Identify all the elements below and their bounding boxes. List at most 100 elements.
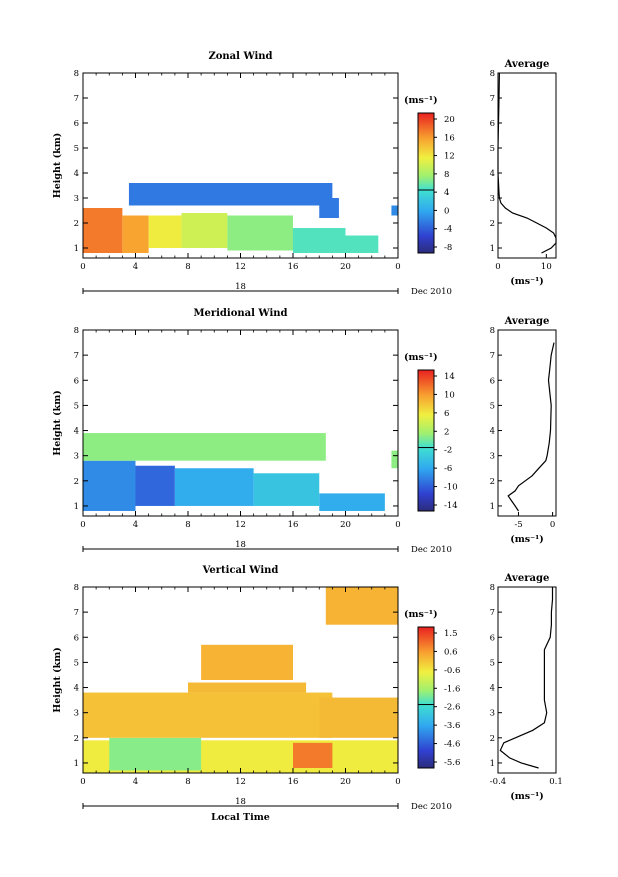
y-tick-label: 1 xyxy=(74,502,79,512)
colorbar-tick-label: -2 xyxy=(444,446,452,456)
average-frame xyxy=(497,72,557,259)
y-tick-label: 8 xyxy=(74,326,79,336)
y-tick-label: 4 xyxy=(74,169,79,179)
average-y-tick-label: 6 xyxy=(490,376,495,386)
colorbar-tick-label: 10 xyxy=(444,390,455,400)
colorbar-tick-label: 0.6 xyxy=(444,647,458,657)
x-axis-label: Local Time xyxy=(211,812,270,823)
y-axis-label: Height (km) xyxy=(52,390,63,456)
x-tick-label: 0 xyxy=(80,262,85,272)
average-frame xyxy=(497,586,557,774)
average-y-tick-label: 6 xyxy=(490,119,495,129)
heatmap-cell-1 xyxy=(122,215,149,253)
y-tick-label: 4 xyxy=(74,427,79,437)
average-y-tick-label: 6 xyxy=(490,633,495,643)
colorbar-tick-label: -5.6 xyxy=(444,758,460,768)
y-tick-label: 2 xyxy=(74,477,79,487)
average-y-tick-label: 7 xyxy=(490,351,495,361)
heatmap-cells xyxy=(83,183,398,253)
y-tick-label: 6 xyxy=(74,119,79,129)
x-tick-label: 4 xyxy=(133,777,138,787)
day-label: 18 xyxy=(235,282,246,292)
colorbar-tick-label: 16 xyxy=(444,133,455,143)
y-tick-label: 6 xyxy=(74,376,79,386)
colorbar-tick-label: -4.6 xyxy=(444,740,460,750)
x-tick-label: 0 xyxy=(80,777,85,787)
average-y-tick-label: 3 xyxy=(490,709,495,719)
heatmap-cell-6 xyxy=(345,235,379,253)
average-y-tick-label: 8 xyxy=(490,69,495,79)
average-y-tick-label: 2 xyxy=(490,219,495,229)
x-tick-label: 8 xyxy=(185,262,190,272)
average-x-tick-label: 0.1 xyxy=(549,777,563,787)
heatmap-cells xyxy=(83,433,398,511)
y-tick-label: 4 xyxy=(74,684,79,694)
date-label: Dec 2010 xyxy=(411,287,452,297)
heatmap-cell-4 xyxy=(227,215,293,251)
average-y-tick-label: 2 xyxy=(490,477,495,487)
colorbar xyxy=(417,369,435,512)
average-y-tick-label: 5 xyxy=(490,658,495,668)
y-tick-label: 5 xyxy=(74,658,79,668)
colorbar-tick-label: -4 xyxy=(444,225,452,235)
x-tick-label: 20 xyxy=(340,262,351,272)
y-tick-label: 2 xyxy=(74,734,79,744)
heatmap-cell-5 xyxy=(293,228,346,253)
average-x-tick-label: -5 xyxy=(514,520,522,530)
colorbar-unit: (ms⁻¹) xyxy=(404,95,438,106)
heatmap-cell-8 xyxy=(319,198,339,218)
y-tick-label: 1 xyxy=(74,759,79,769)
heatmap-cell-6 xyxy=(201,644,293,680)
y-tick-label: 5 xyxy=(74,144,79,154)
heatmap-cell-1 xyxy=(135,465,175,506)
x-tick-label: 8 xyxy=(185,520,190,530)
average-unit: (ms⁻¹) xyxy=(510,534,544,545)
x-tick-label: 0 xyxy=(395,520,400,530)
average-y-tick-label: 5 xyxy=(490,144,495,154)
x-tick-label: 20 xyxy=(340,520,351,530)
average-title: Average xyxy=(504,59,550,70)
colorbar-tick-label: 0 xyxy=(444,206,449,216)
x-tick-label: 16 xyxy=(288,777,299,787)
average-x-tick-label: 10 xyxy=(541,262,552,272)
average-y-tick-label: 2 xyxy=(490,734,495,744)
y-tick-label: 7 xyxy=(74,351,79,361)
colorbar-tick-label: -2.6 xyxy=(444,703,460,713)
x-tick-label: 16 xyxy=(288,520,299,530)
heatmap-cell-2 xyxy=(174,468,254,506)
y-tick-label: 8 xyxy=(74,583,79,593)
colorbar-tick-label: -6 xyxy=(444,464,452,474)
average-profile-line xyxy=(507,342,555,512)
colorbar-tick-label: -0.6 xyxy=(444,666,460,676)
heatmap-cell-3 xyxy=(181,213,228,248)
heatmap-cell-7 xyxy=(128,183,333,206)
colorbar-tick-label: 4 xyxy=(444,188,449,198)
x-tick-label: 4 xyxy=(133,262,138,272)
colorbar-tick-label: 20 xyxy=(444,115,455,125)
average-y-tick-label: 7 xyxy=(490,94,495,104)
y-tick-label: 2 xyxy=(74,219,79,229)
day-label: 18 xyxy=(235,797,246,807)
colorbar-tick-label: 14 xyxy=(444,372,455,382)
average-y-tick-label: 5 xyxy=(490,401,495,411)
y-tick-label: 8 xyxy=(74,69,79,79)
colorbar-tick-label: -10 xyxy=(444,483,458,493)
chart-title: Zonal Wind xyxy=(208,51,272,62)
average-y-tick-label: 3 xyxy=(490,452,495,462)
average-y-tick-label: 4 xyxy=(490,169,495,179)
y-tick-label: 6 xyxy=(74,633,79,643)
average-y-tick-label: 7 xyxy=(490,608,495,618)
y-axis-label: Height (km) xyxy=(52,647,63,713)
average-y-tick-label: 1 xyxy=(490,244,495,254)
average-y-tick-label: 8 xyxy=(490,326,495,336)
heatmap-cell-5 xyxy=(83,433,326,461)
heatmap-cell-2 xyxy=(83,692,333,738)
average-profile-line xyxy=(497,72,557,254)
y-tick-label: 1 xyxy=(74,244,79,254)
x-tick-label: 4 xyxy=(133,520,138,530)
colorbar-tick-label: 8 xyxy=(444,170,449,180)
